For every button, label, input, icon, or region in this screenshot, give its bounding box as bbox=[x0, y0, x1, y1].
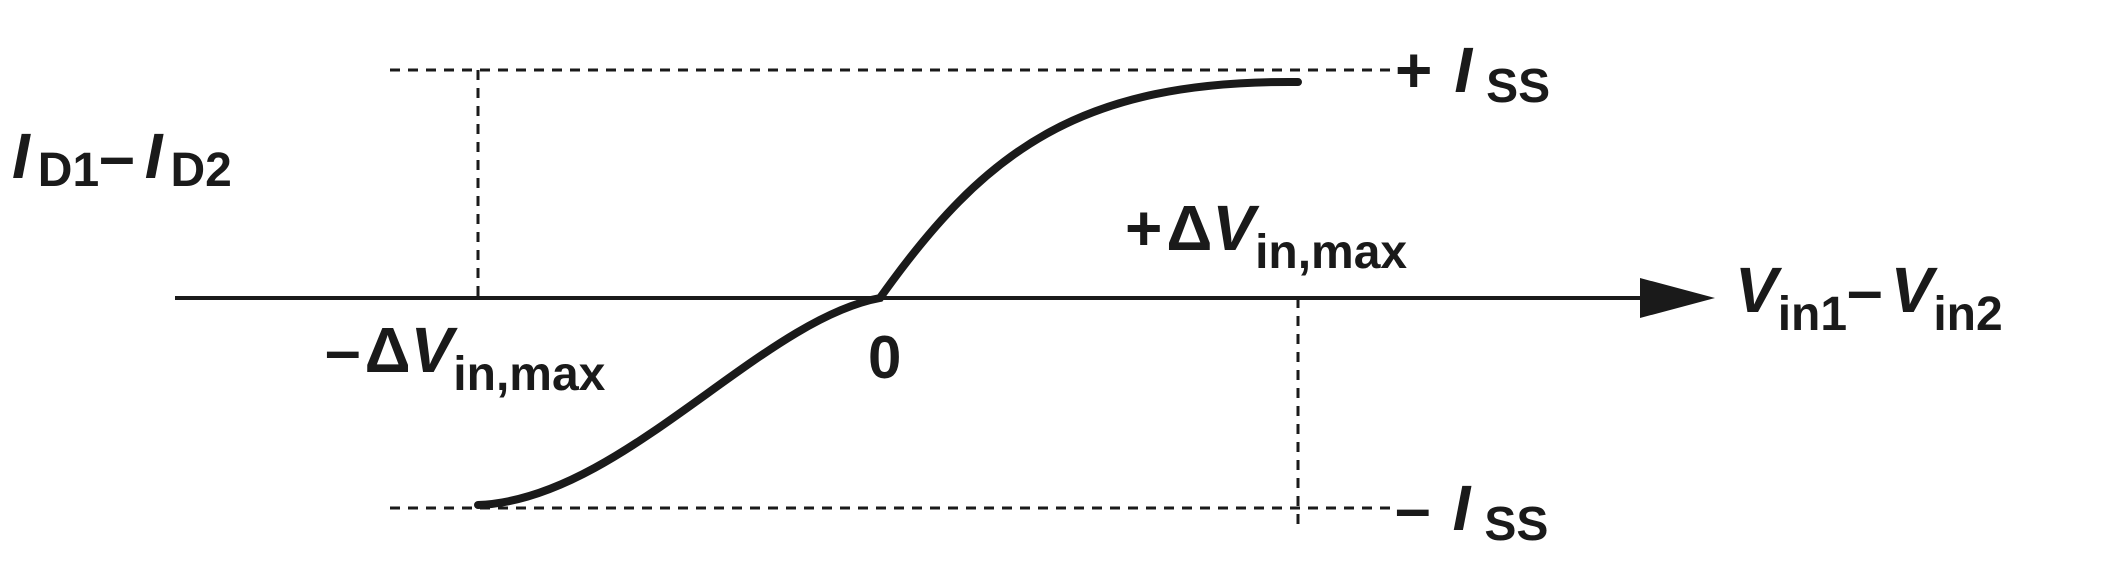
y-label-sub2: D2 bbox=[171, 144, 232, 197]
top-level-label: + I SS bbox=[1395, 34, 1550, 113]
neg-limit-delta: Δ bbox=[365, 314, 411, 386]
transfer-curve bbox=[474, 77, 1302, 509]
origin-label: 0 bbox=[868, 324, 901, 391]
pos-limit-label: +ΔVin,max bbox=[1125, 192, 1407, 279]
x-axis-arrowhead bbox=[1640, 278, 1715, 318]
top-level-var: I bbox=[1454, 34, 1473, 106]
y-label-var2: I bbox=[145, 120, 164, 192]
bottom-level-var: I bbox=[1453, 472, 1472, 544]
x-label-sub2: in2 bbox=[1933, 288, 2002, 341]
pos-limit-sub: in,max bbox=[1255, 226, 1407, 279]
top-level-sub: SS bbox=[1486, 60, 1550, 113]
pos-limit-var: V bbox=[1212, 192, 1260, 264]
y-label-var1: I bbox=[12, 120, 31, 192]
x-label-var2: V bbox=[1891, 254, 1939, 326]
y-label-sub1: D1 bbox=[38, 144, 99, 197]
neg-limit-var: V bbox=[411, 314, 459, 386]
bottom-level-sign: – bbox=[1395, 472, 1431, 544]
x-label-var1: V bbox=[1735, 254, 1783, 326]
y-label-minus: – bbox=[99, 120, 135, 192]
neg-limit-sub: in,max bbox=[453, 348, 605, 401]
neg-limit-sign: – bbox=[325, 314, 361, 386]
x-label-sub1: in1 bbox=[1778, 288, 1847, 341]
y-axis-label: I D1– I D2 bbox=[12, 120, 232, 197]
x-axis-label: Vin1– Vin2 bbox=[1735, 254, 2003, 341]
bottom-level-label: – I SS bbox=[1395, 472, 1548, 551]
bottom-level-sub: SS bbox=[1484, 498, 1548, 551]
pos-limit-sign: + bbox=[1125, 192, 1162, 264]
neg-limit-label: –ΔVin,max bbox=[325, 314, 606, 401]
pos-limit-delta: Δ bbox=[1166, 192, 1212, 264]
x-label-minus: – bbox=[1847, 254, 1883, 326]
top-level-sign: + bbox=[1395, 34, 1432, 106]
